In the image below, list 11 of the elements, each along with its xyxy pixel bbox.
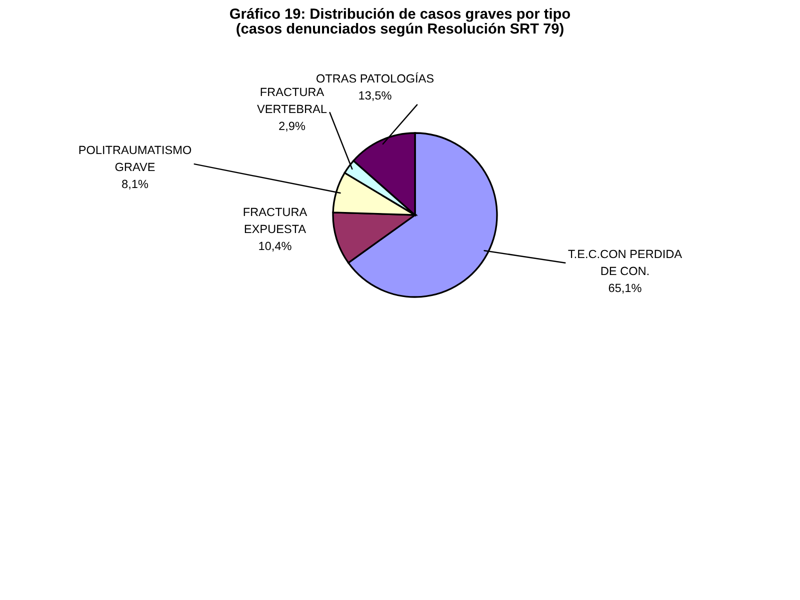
slice-label: T.E.C.CON PERDIDA DE CON. <box>568 250 682 276</box>
slice-label: POLITRAUMATISMO GRAVE <box>79 146 192 172</box>
data-label: 65,1% <box>608 284 642 294</box>
data-label: 2,9% <box>279 122 306 132</box>
data-label: 10,4% <box>259 242 292 252</box>
data-label: 8,1% <box>122 180 148 190</box>
chart-title: Gráfico 19: Distribución de casos graves por tipo (casos denunciados según Resolución SRT 79) <box>230 8 570 37</box>
data-label: 13,5% <box>359 91 392 102</box>
slice-label: FRACTURA EXPUESTA <box>244 208 308 234</box>
slice-label: FRACTURA VERTEBRAL <box>257 88 327 114</box>
slice-label: OTRAS PATOLOGÍAS <box>316 72 434 83</box>
